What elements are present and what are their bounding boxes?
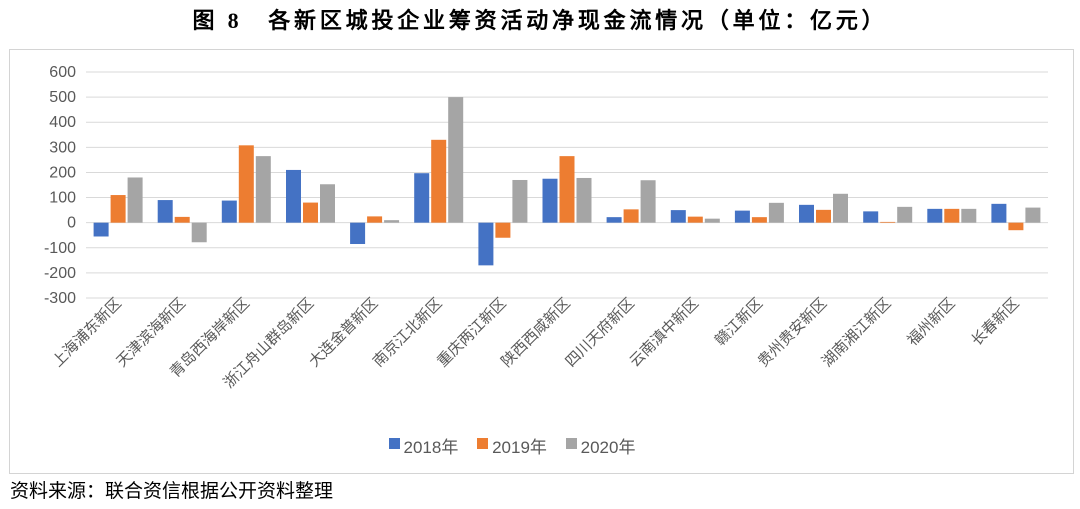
svg-text:600: 600 (49, 64, 76, 81)
svg-text:200: 200 (49, 164, 76, 181)
svg-text:福州新区: 福州新区 (904, 295, 958, 349)
svg-text:0: 0 (67, 215, 76, 232)
svg-text:湖南湘江新区: 湖南湘江新区 (819, 295, 895, 371)
svg-text:-100: -100 (44, 240, 76, 257)
svg-text:-300: -300 (44, 290, 76, 307)
svg-text:100: 100 (49, 190, 76, 207)
svg-text:赣江新区: 赣江新区 (712, 295, 766, 349)
svg-text:-200: -200 (44, 265, 76, 282)
svg-text:500: 500 (49, 89, 76, 106)
svg-text:长春新区: 长春新区 (968, 295, 1022, 349)
svg-text:400: 400 (49, 114, 76, 131)
svg-text:300: 300 (49, 139, 76, 156)
svg-text:云南滇中新区: 云南滇中新区 (626, 295, 702, 371)
